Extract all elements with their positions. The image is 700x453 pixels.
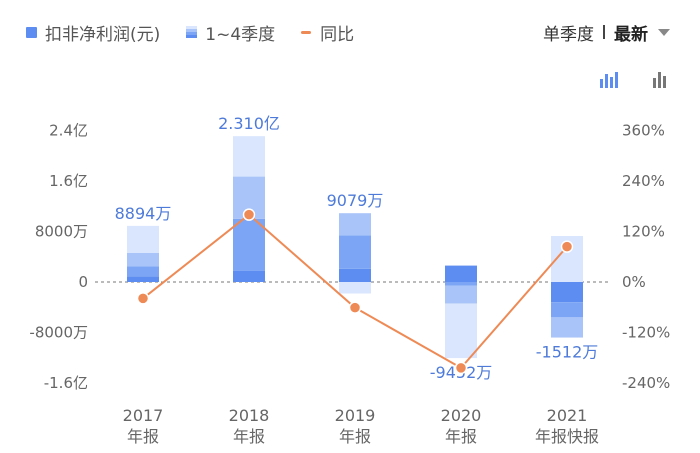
quarter-bar bbox=[339, 282, 371, 294]
quarter-bar bbox=[127, 266, 159, 277]
quarter-bar bbox=[339, 235, 371, 269]
quarter-bar bbox=[233, 218, 265, 271]
legend: 扣非净利润(元) 1~4季度 同比 bbox=[26, 20, 380, 45]
quarter-bar bbox=[445, 282, 477, 286]
quarter-bar bbox=[551, 302, 583, 318]
y-tick-label: 2.4亿 bbox=[49, 122, 88, 140]
yoy-swatch-icon bbox=[301, 30, 312, 34]
quarter-bar bbox=[445, 265, 477, 282]
x-tick-label-type: 年报 bbox=[127, 427, 159, 446]
period-label[interactable]: 单季度 bbox=[543, 24, 594, 45]
dropdown-caret-icon[interactable] bbox=[658, 28, 670, 36]
y-tick-label: -8000万 bbox=[29, 324, 88, 342]
quarter-bar bbox=[445, 285, 477, 304]
y2-tick-label: 240% bbox=[622, 172, 665, 190]
bar-chart-icon[interactable] bbox=[653, 72, 666, 88]
legend-item-net-profit[interactable]: 扣非净利润(元) bbox=[26, 20, 160, 45]
bar-value-label: 9079万 bbox=[327, 191, 384, 210]
bar-chart-stacked-icon[interactable] bbox=[600, 72, 618, 88]
period-selector[interactable]: 单季度 最新 bbox=[543, 20, 670, 45]
y-tick-label: 1.6亿 bbox=[49, 172, 88, 190]
legend-item-quarters[interactable]: 1~4季度 bbox=[186, 20, 275, 45]
bar-value-label: 2.310亿 bbox=[218, 114, 280, 133]
y2-tick-label: -120% bbox=[622, 324, 670, 342]
x-tick-label-year: 2019 bbox=[335, 406, 376, 425]
yoy-point bbox=[560, 240, 574, 253]
quarter-bar bbox=[127, 276, 159, 282]
yoy-point bbox=[454, 361, 468, 375]
yoy-point bbox=[136, 292, 150, 305]
legend-quarters-label: 1~4季度 bbox=[205, 24, 276, 45]
legend-net-profit-label: 扣非净利润(元) bbox=[45, 24, 161, 45]
yoy-point bbox=[242, 208, 256, 221]
quarter-bar bbox=[339, 268, 371, 282]
x-tick-label-year: 2018 bbox=[229, 406, 270, 425]
x-tick-label-type: 年报 bbox=[445, 427, 477, 446]
y2-tick-label: -240% bbox=[622, 374, 670, 392]
legend-yoy-label: 同比 bbox=[320, 24, 355, 45]
y-tick-label: 0 bbox=[78, 273, 88, 291]
x-tick-label-year: 2020 bbox=[441, 406, 482, 425]
x-tick-label-type: 年报 bbox=[233, 427, 265, 446]
y2-tick-label: 0% bbox=[622, 273, 646, 291]
quarter-bar bbox=[551, 282, 583, 303]
quarter-bar bbox=[339, 213, 371, 236]
bar-value-label: -1512万 bbox=[536, 343, 599, 362]
quarters-swatch-icon bbox=[186, 26, 198, 38]
yoy-point bbox=[348, 301, 362, 314]
quarter-bar bbox=[233, 136, 265, 177]
quarter-bar bbox=[445, 303, 477, 359]
y2-tick-label: 360% bbox=[622, 122, 665, 140]
x-tick-label-year: 2017 bbox=[123, 406, 164, 425]
x-tick-label-year: 2021 bbox=[547, 406, 588, 425]
y-tick-label: 8000万 bbox=[35, 223, 88, 241]
period-selected-value[interactable]: 最新 bbox=[614, 24, 648, 45]
quarter-bar bbox=[233, 270, 265, 282]
quarter-bar bbox=[127, 225, 159, 253]
quarter-bar bbox=[551, 317, 583, 338]
legend-item-yoy[interactable]: 同比 bbox=[301, 20, 354, 45]
x-tick-label-type: 年报 bbox=[339, 427, 371, 446]
y2-tick-label: 120% bbox=[622, 223, 665, 241]
net-profit-swatch-icon bbox=[26, 26, 37, 38]
bar-value-label: 8894万 bbox=[115, 204, 172, 223]
quarter-bar bbox=[127, 252, 159, 267]
x-tick-label-type: 年报快报 bbox=[535, 427, 599, 446]
y-tick-label: -1.6亿 bbox=[44, 374, 88, 392]
period-separator bbox=[603, 25, 605, 39]
